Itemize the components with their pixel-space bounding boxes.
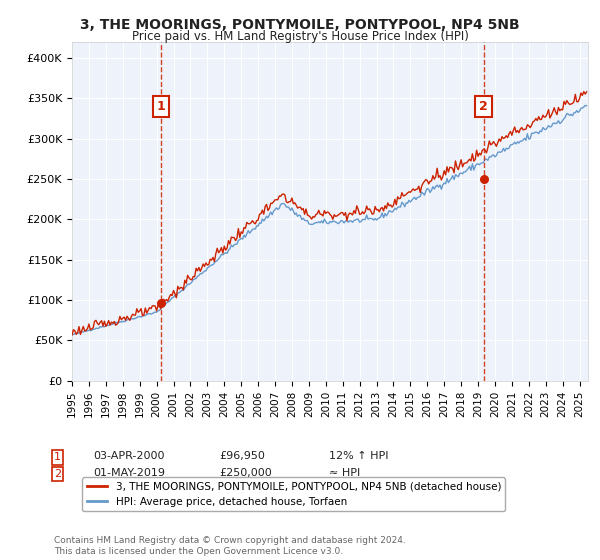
Text: 12% ↑ HPI: 12% ↑ HPI	[329, 451, 388, 461]
Text: 2: 2	[54, 469, 61, 479]
Text: £96,950: £96,950	[219, 451, 265, 461]
Text: 01-MAY-2019: 01-MAY-2019	[93, 468, 165, 478]
Point	[156, 298, 166, 307]
Text: Contains HM Land Registry data © Crown copyright and database right 2024.
This d: Contains HM Land Registry data © Crown c…	[54, 536, 406, 556]
Point	[479, 175, 488, 184]
Text: £250,000: £250,000	[219, 468, 272, 478]
Text: 1: 1	[54, 452, 61, 463]
Text: 2: 2	[479, 100, 488, 113]
Text: ≈ HPI: ≈ HPI	[329, 468, 360, 478]
Text: Price paid vs. HM Land Registry's House Price Index (HPI): Price paid vs. HM Land Registry's House …	[131, 30, 469, 43]
Text: 03-APR-2000: 03-APR-2000	[93, 451, 164, 461]
Legend: 3, THE MOORINGS, PONTYMOILE, PONTYPOOL, NP4 5NB (detached house), HPI: Average p: 3, THE MOORINGS, PONTYMOILE, PONTYPOOL, …	[82, 478, 505, 511]
Text: 3, THE MOORINGS, PONTYMOILE, PONTYPOOL, NP4 5NB: 3, THE MOORINGS, PONTYMOILE, PONTYPOOL, …	[80, 18, 520, 32]
Text: 1: 1	[157, 100, 165, 113]
